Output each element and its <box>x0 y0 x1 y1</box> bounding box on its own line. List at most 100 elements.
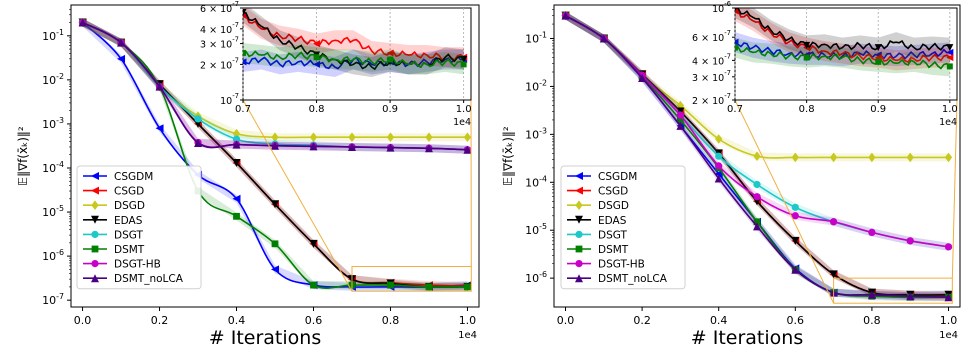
y-tick-label: 10-7 <box>42 292 64 308</box>
inset-band-EDAS <box>735 8 950 58</box>
x-tick-label: 0.6 <box>305 314 323 327</box>
y-tick-label: 10-1 <box>525 30 547 46</box>
legend-marker <box>575 200 583 210</box>
x-tick-label: 1.0 <box>940 314 958 327</box>
y-axis-label: 𝔼‖∇f(x̄ₖ)‖² <box>16 126 30 186</box>
inset-y-tick-label: 3 × 10-7 <box>200 36 239 51</box>
zoom-connector-left <box>242 99 353 292</box>
legend-label: DSGT-HB <box>598 259 645 271</box>
series-point-DSGD <box>463 132 472 142</box>
inset-line-DSMT <box>243 50 465 69</box>
series-point-DSMT_noLCA <box>232 140 241 149</box>
series-point-DSGD <box>309 132 318 142</box>
y-tick-label: 10-6 <box>525 270 547 286</box>
inset-x-multiplier: 1e4 <box>453 117 471 128</box>
series-point-DSMT_noLCA <box>347 142 356 151</box>
y-tick-label: 10-2 <box>42 71 64 87</box>
inset-x-tick-label: 0.7 <box>235 104 251 115</box>
series-point-DSGD <box>791 152 799 163</box>
series-point-DSGD <box>425 132 433 142</box>
series-point-DSMT_noLCA <box>599 34 608 43</box>
series-point-DSGT <box>753 180 761 189</box>
legend-marker <box>575 260 583 268</box>
inset-y-tick-label: 6 × 10-7 <box>692 29 731 44</box>
series-point-DSMT <box>425 283 433 291</box>
series-point-DSGT-HB <box>676 111 684 119</box>
series-point-DSGT <box>715 152 723 160</box>
inset-point-DSMT <box>735 44 738 51</box>
legend-frame <box>560 165 686 290</box>
inset-point-DSMT <box>803 54 810 61</box>
series-group <box>561 10 953 302</box>
y-tick-label: 10-5 <box>42 204 64 220</box>
legend-label: DSMT <box>114 244 145 256</box>
series-point-EDAS <box>194 119 203 128</box>
series-point-DSGD <box>753 151 761 162</box>
series-point-DSGT-HB <box>830 218 838 226</box>
inset-x-tick-label: 0.8 <box>799 104 815 115</box>
inset-point-CSGDM <box>243 58 247 66</box>
left-chart-panel: 10-1 10-2 10-3 10-4 10-5 10-6 10-7 0.0 0.2 0.4 0.6… <box>16 0 480 349</box>
x-axis-label: # Iterations <box>209 327 321 349</box>
right-chart-panel: 10-1 10-2 10-3 10-4 10-5 10-6 0.0 0.2 0.4 0.6 0.8 1… <box>501 0 961 349</box>
series-point-DSMT_noLCA <box>155 82 164 91</box>
x-axis-multiplier: 1e4 <box>458 330 477 341</box>
x-tick-label: 0.2 <box>151 314 169 327</box>
series-point-DSMT_noLCA <box>561 11 570 20</box>
series-point-DSMT_noLCA <box>944 293 953 302</box>
inset-x-tick-label: 1.0 <box>942 104 958 115</box>
series-point-DSMT_noLCA <box>867 290 876 299</box>
series-point-DSGT <box>232 135 241 143</box>
inset-y-tick-labels: 6 × 10-7 4 × 10-73 × 10-7 2 × 10-7 10-7 <box>200 0 239 107</box>
legend-label: DSGT <box>598 229 628 241</box>
inset-y-tick-labels: 10-6 6 × 10-7 4 × 10-7 3 × 10-7 2 × 10-7 <box>692 0 731 107</box>
series-point-DSGD <box>348 132 356 142</box>
inset-line-CSGDM <box>735 41 950 61</box>
series-point-CSGDM <box>117 54 126 63</box>
legend-marker <box>91 230 99 238</box>
x-tick-label: 1.0 <box>459 314 477 327</box>
legend-label: DSMT_noLCA <box>114 273 184 285</box>
legend-label: EDAS <box>114 215 143 227</box>
legend-marker <box>91 215 99 224</box>
inset-band-CSGD <box>243 8 464 68</box>
series-point-DSMT <box>310 281 317 289</box>
series-point-DSGT-HB <box>715 162 723 170</box>
series-point-DSGD <box>386 132 395 142</box>
legend: CSGDM CSGD DSGD EDAS DSGT DSMT DSGT-HB DSMT_noL… <box>76 165 202 290</box>
series-point-DSMT_noLCA <box>194 138 203 147</box>
series-point-DSMT <box>464 283 471 291</box>
inset-band-EDAS <box>243 8 464 78</box>
inset-point-CSGD <box>946 54 954 62</box>
inset-point-EDAS <box>803 41 811 49</box>
legend-label: DSGT-HB <box>114 259 161 271</box>
inset-point-CSGDM <box>946 48 954 56</box>
y-tick-label: 10-3 <box>42 115 64 130</box>
legend: CSGDM CSGD DSGD EDAS DSGT DSMT DSGT-HB DSMT_noL… <box>560 165 686 290</box>
inset-point-DSMT <box>387 56 394 63</box>
series-point-CSGDM <box>232 194 241 203</box>
legend-marker <box>575 215 583 224</box>
inset-x-tick-label: 0.9 <box>870 104 886 115</box>
inset-line-CSGD <box>243 14 465 62</box>
series-point-CSGDM <box>155 124 164 133</box>
inset-x-tick-label: 0.9 <box>382 104 398 115</box>
x-tick-label: 0.8 <box>863 314 881 327</box>
series-point-DSMT_noLCA <box>714 174 723 183</box>
series-point-DSMT_noLCA <box>309 142 318 151</box>
y-tick-label: 10-5 <box>525 222 547 238</box>
series-point-EDAS <box>791 236 800 245</box>
inset-point-CSGD <box>386 49 394 57</box>
series-point-DSGT-HB <box>868 228 876 237</box>
legend-marker <box>91 200 99 210</box>
inset-series-group <box>735 8 954 77</box>
inset-plot-area <box>242 7 472 101</box>
x-tick-label: 0.4 <box>710 314 728 327</box>
legend-label: CSGDM <box>114 171 153 183</box>
legend-marker <box>91 274 99 283</box>
inset-line-DSMT <box>735 45 951 70</box>
x-tick-label: 0.4 <box>228 314 246 327</box>
inset-x-tick-label: 0.7 <box>727 104 743 115</box>
zoom-region <box>833 277 953 304</box>
series-point-DSMT_noLCA <box>676 121 685 130</box>
